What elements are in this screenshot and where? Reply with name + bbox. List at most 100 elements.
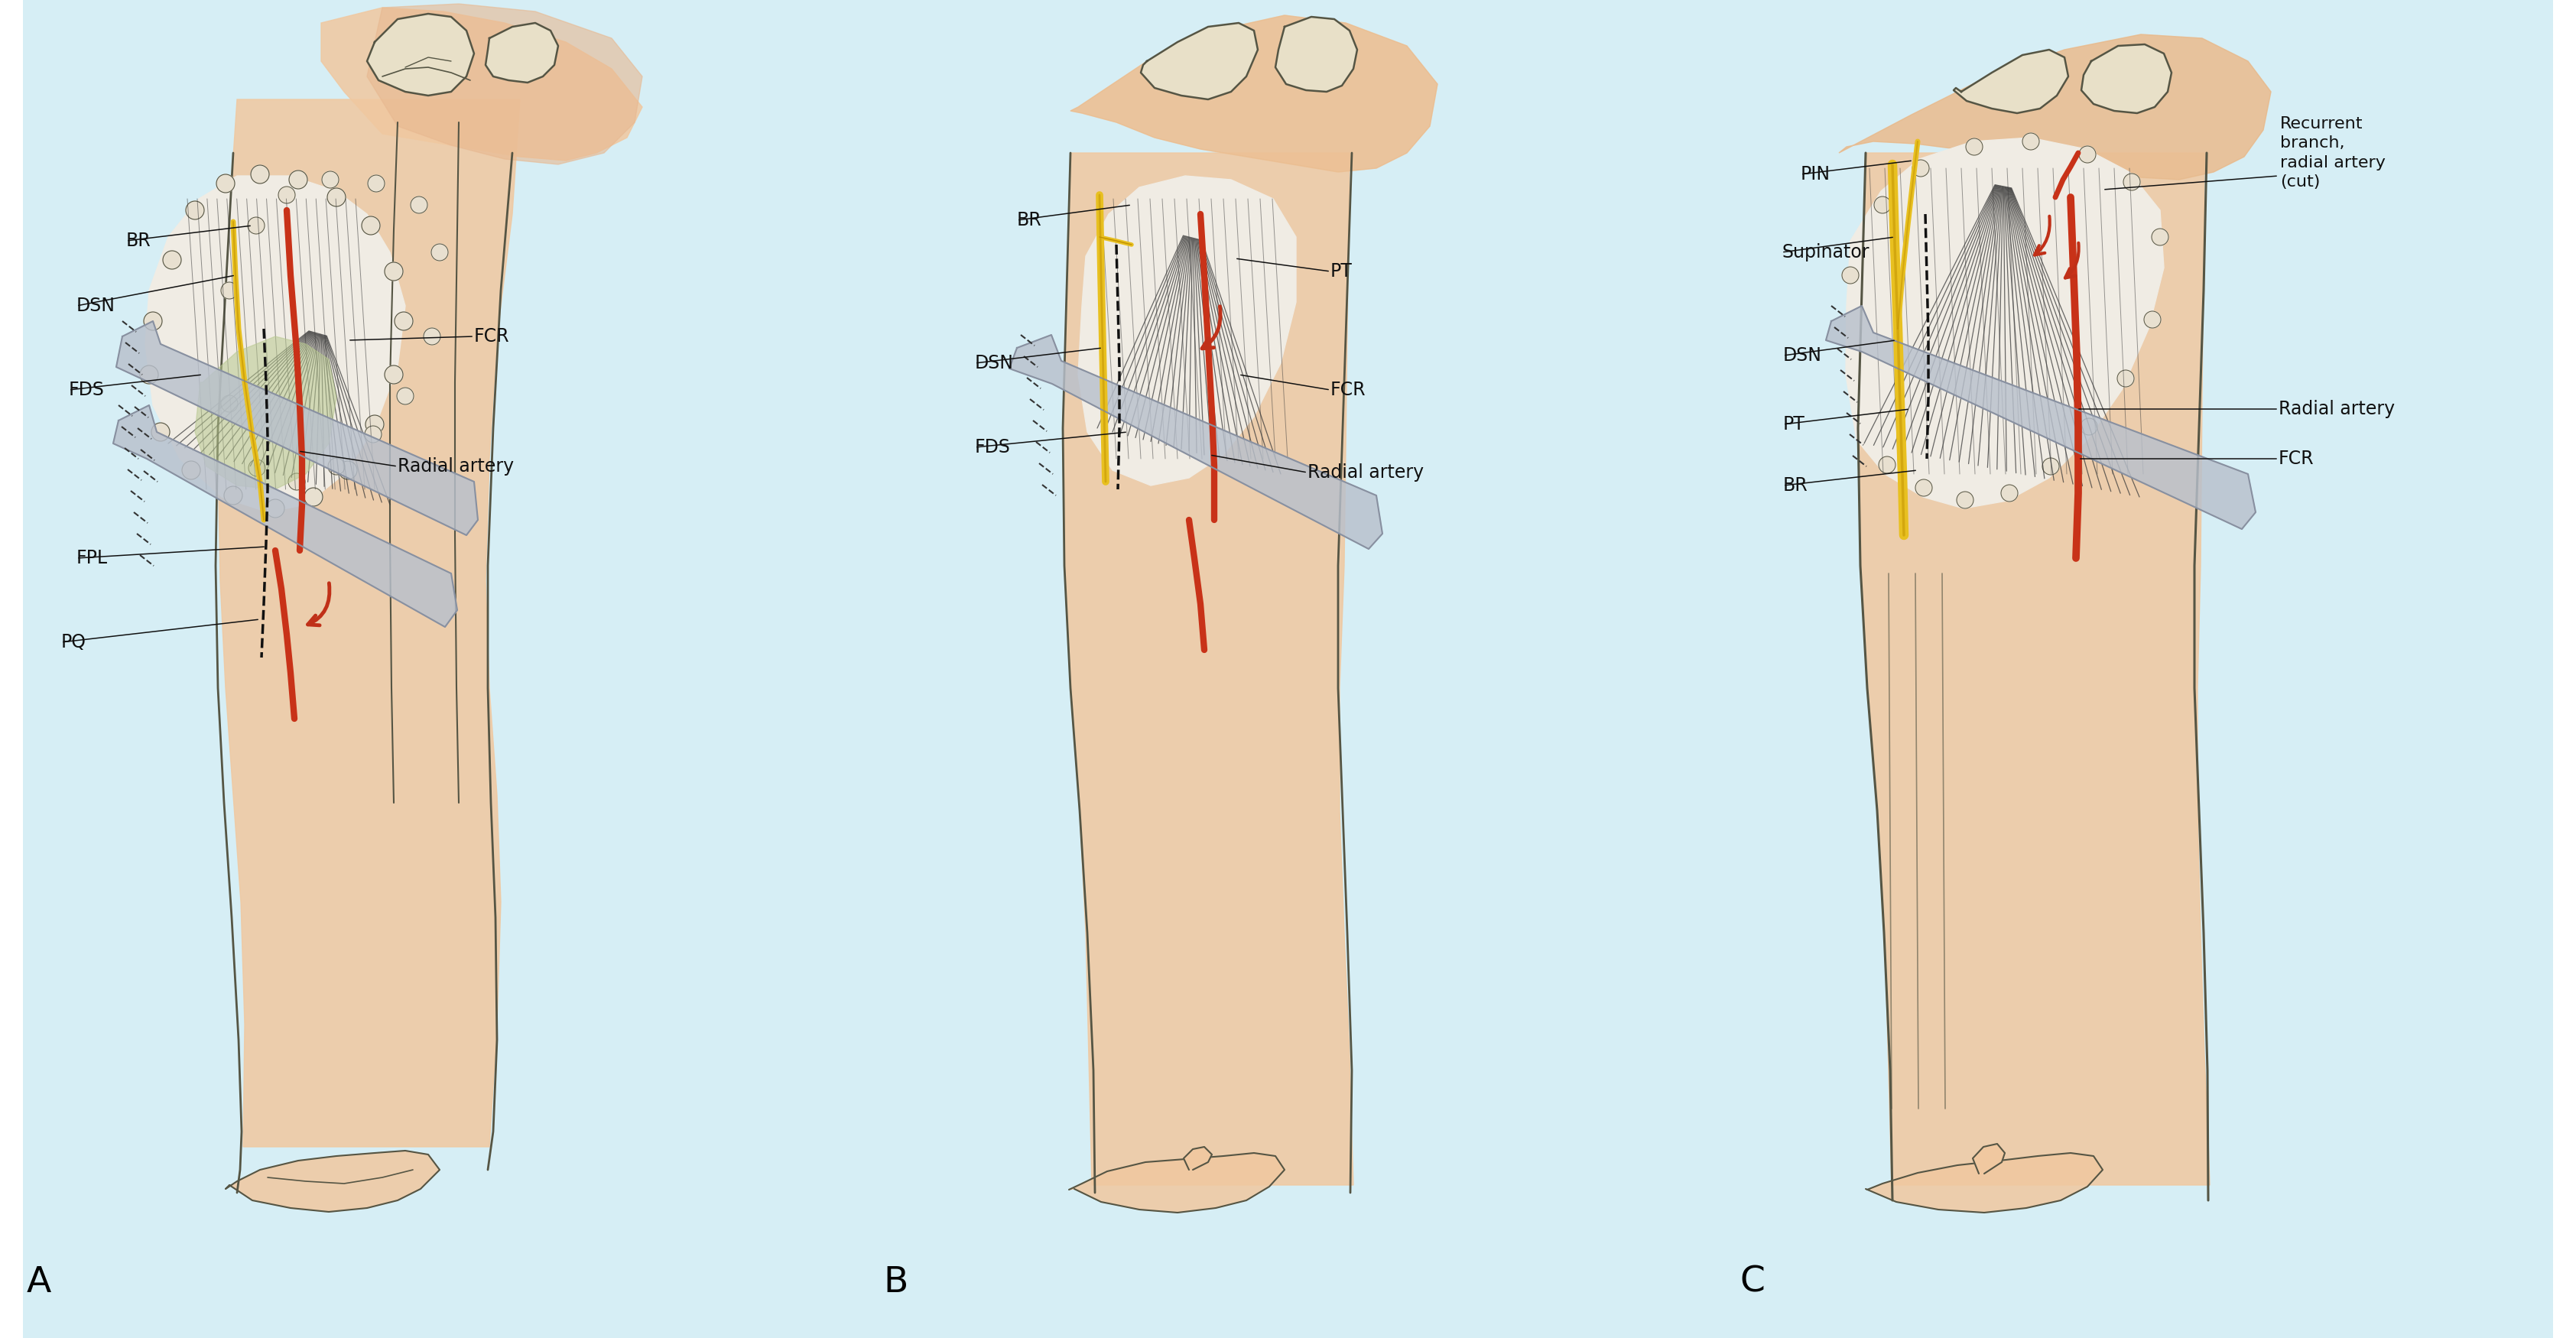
Circle shape [322,171,337,189]
Polygon shape [144,175,404,512]
Circle shape [2043,458,2058,475]
Polygon shape [322,8,641,161]
Text: FCR: FCR [2280,450,2313,468]
Polygon shape [1839,35,2272,179]
Circle shape [162,250,180,269]
Text: FDS: FDS [70,381,106,399]
Text: PT: PT [1783,415,1806,434]
Text: DSN: DSN [1783,347,1821,365]
Polygon shape [1079,175,1296,486]
Text: Radial artery: Radial artery [1309,463,1425,482]
Polygon shape [219,99,520,1147]
Circle shape [152,423,170,442]
Polygon shape [1839,35,2272,179]
Text: FDS: FDS [974,438,1010,456]
Circle shape [1958,491,1973,508]
Polygon shape [1857,153,2210,1185]
Circle shape [361,217,381,234]
Circle shape [337,462,358,479]
Circle shape [247,217,265,234]
Circle shape [2081,419,2097,435]
Polygon shape [1275,17,1358,92]
Polygon shape [484,23,559,83]
Polygon shape [1072,15,1437,173]
Text: FPL: FPL [77,549,108,567]
Polygon shape [196,336,337,490]
Circle shape [304,488,322,506]
Text: DSN: DSN [77,297,116,314]
Polygon shape [366,13,474,95]
Circle shape [1917,479,1932,496]
Polygon shape [366,4,641,165]
Circle shape [222,282,237,298]
Circle shape [368,175,384,191]
Text: DSN: DSN [974,355,1015,372]
Circle shape [397,388,415,404]
Text: C: C [1739,1266,1765,1299]
Text: Radial artery: Radial artery [2280,400,2396,419]
Text: FCR: FCR [1329,381,1365,399]
Circle shape [2022,132,2040,150]
Circle shape [289,474,304,490]
Text: PT: PT [1329,262,1352,281]
Circle shape [2117,371,2133,387]
Circle shape [1911,159,1929,177]
Circle shape [2079,146,2097,163]
Circle shape [430,244,448,261]
Circle shape [1875,197,1891,213]
Polygon shape [113,405,459,628]
Polygon shape [1069,1153,1285,1212]
Text: PQ: PQ [62,633,88,652]
Polygon shape [1072,15,1437,173]
Text: Recurrent
branch,
radial artery
(cut): Recurrent branch, radial artery (cut) [2280,116,2385,190]
Polygon shape [1953,50,2069,114]
Circle shape [144,312,162,330]
Text: BR: BR [126,231,152,250]
Text: Supinator: Supinator [1783,244,1870,261]
Circle shape [139,365,157,384]
Polygon shape [1847,138,2164,508]
Text: BR: BR [1018,211,1041,229]
Polygon shape [1826,306,2257,529]
Circle shape [289,170,307,189]
Circle shape [327,189,345,206]
Circle shape [2151,229,2169,245]
Polygon shape [227,1151,440,1212]
Circle shape [1878,456,1896,474]
Polygon shape [1182,1147,1211,1169]
Circle shape [183,462,201,479]
Text: PIN: PIN [1801,165,1832,183]
Circle shape [422,328,440,345]
Circle shape [2123,174,2141,190]
Bar [0,0,23,1338]
Circle shape [366,425,381,443]
Circle shape [410,197,428,213]
Circle shape [2002,484,2017,502]
Polygon shape [2081,44,2172,114]
Text: A: A [26,1266,52,1299]
Polygon shape [1865,1153,2102,1212]
Circle shape [1842,266,1860,284]
Polygon shape [1973,1144,2004,1173]
Circle shape [1965,138,1984,155]
Polygon shape [116,321,479,535]
Circle shape [216,174,234,193]
Circle shape [224,486,242,504]
Text: BR: BR [1783,476,1808,495]
Circle shape [2143,312,2161,328]
Circle shape [265,499,283,518]
Text: FCR: FCR [474,328,510,345]
Circle shape [278,186,296,203]
Text: Radial artery: Radial artery [397,458,515,475]
Polygon shape [1064,153,1352,1185]
Circle shape [250,165,268,183]
Circle shape [327,458,345,475]
Circle shape [185,201,204,219]
Circle shape [384,262,402,281]
Polygon shape [1141,23,1257,99]
Circle shape [222,395,237,412]
Circle shape [384,365,402,384]
Circle shape [366,415,384,434]
Circle shape [247,459,265,476]
Bar [2553,0,2576,1338]
